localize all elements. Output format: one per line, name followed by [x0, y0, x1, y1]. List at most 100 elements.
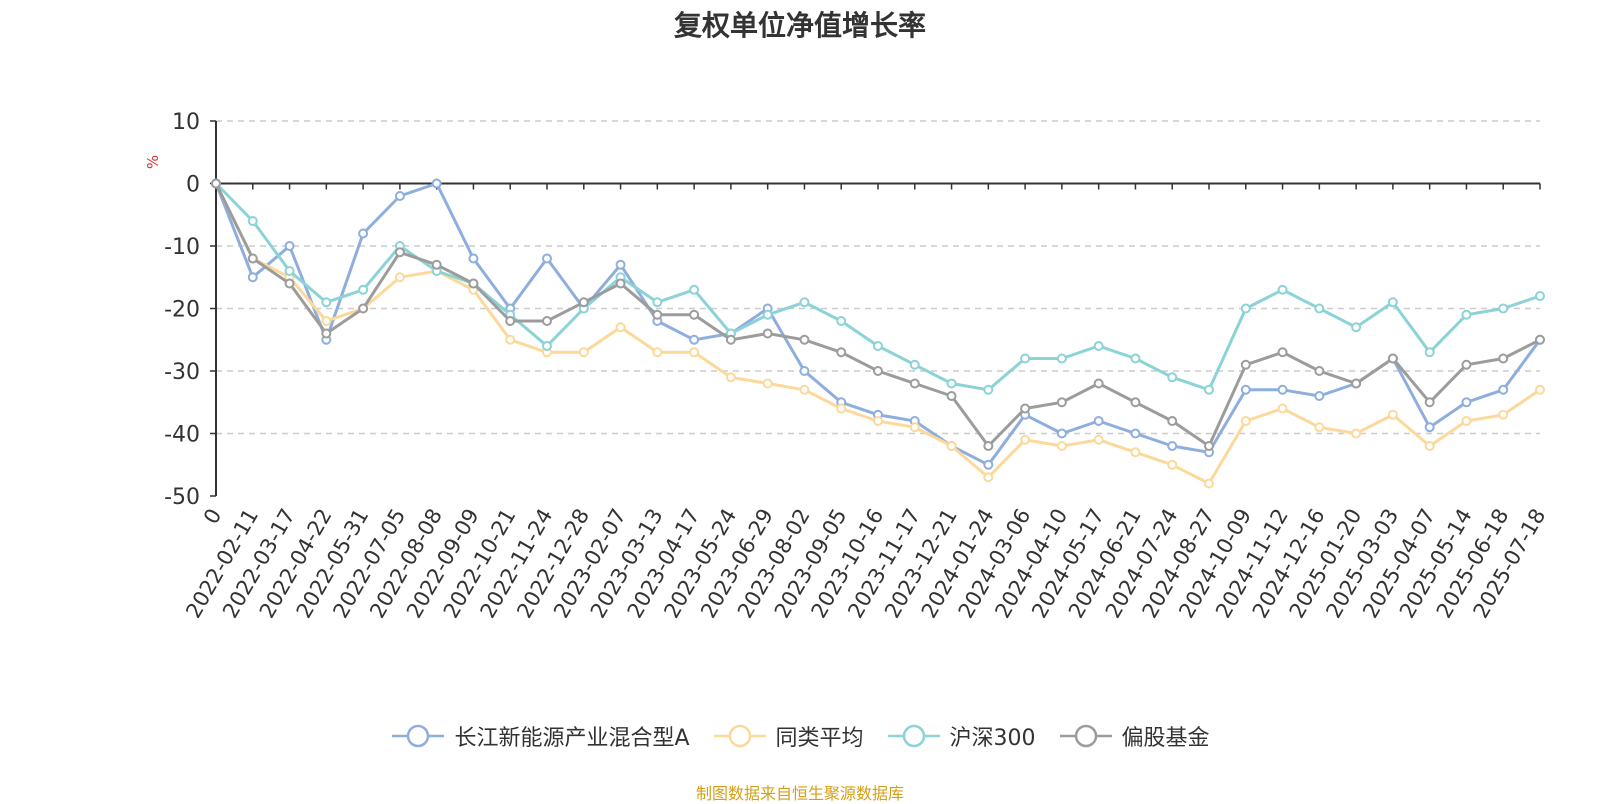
y-axis-unit-label: % — [144, 155, 162, 169]
legend-item[interactable]: 偏股基金 — [1058, 720, 1210, 752]
data-point — [836, 403, 847, 414]
data-point — [1020, 434, 1031, 445]
data-point — [909, 378, 920, 389]
data-point — [689, 334, 700, 345]
data-point — [762, 378, 773, 389]
data-point — [1314, 391, 1325, 401]
data-point — [799, 366, 810, 376]
data-point — [358, 228, 369, 239]
data-point — [1240, 359, 1251, 370]
data-point — [1314, 366, 1325, 376]
y-tick-label: -40 — [164, 423, 200, 448]
legend-item[interactable]: 长江新能源产业混合型A — [390, 720, 690, 752]
data-point — [1167, 416, 1178, 426]
legend-label: 同类平均 — [775, 726, 864, 751]
data-point — [909, 359, 920, 370]
data-point — [1498, 303, 1509, 314]
data-point — [873, 341, 883, 351]
data-point — [1461, 359, 1472, 370]
data-point — [1277, 284, 1288, 295]
legend-marker-icon — [713, 724, 766, 748]
data-point — [394, 272, 405, 283]
data-point — [615, 278, 626, 289]
legend-marker-icon — [1059, 724, 1112, 748]
data-point — [1351, 378, 1362, 389]
data-point — [542, 341, 552, 351]
data-point — [1535, 291, 1545, 301]
data-point — [505, 316, 516, 326]
legend-marker-icon — [392, 724, 445, 748]
data-point — [358, 303, 369, 314]
data-point — [1093, 378, 1104, 389]
series-line-3 — [214, 182, 1541, 448]
legend-label: 偏股基金 — [1121, 726, 1210, 751]
data-point — [1240, 416, 1251, 426]
data-point — [1240, 384, 1251, 395]
data-point — [1351, 322, 1362, 333]
data-point — [1020, 353, 1031, 364]
data-point — [247, 253, 258, 264]
data-point — [1498, 353, 1509, 364]
data-point — [689, 309, 700, 320]
data-point — [799, 334, 810, 345]
legend-item[interactable]: 沪深300 — [886, 720, 1036, 752]
data-point — [1535, 384, 1545, 395]
data-point — [1351, 428, 1362, 439]
data-point — [468, 278, 479, 289]
data-point — [1167, 441, 1178, 451]
data-point — [1277, 403, 1288, 414]
data-point — [1167, 372, 1178, 383]
data-point — [542, 316, 552, 326]
data-point — [946, 391, 957, 401]
data-point — [1461, 309, 1472, 320]
data-point — [1387, 409, 1398, 420]
data-point — [799, 384, 810, 395]
series-line-2 — [214, 182, 1541, 392]
data-point — [1093, 434, 1104, 445]
data-point — [836, 347, 847, 358]
data-point — [1204, 478, 1214, 489]
legend-item[interactable]: 同类平均 — [712, 720, 864, 752]
data-point — [799, 297, 810, 308]
data-point — [689, 284, 700, 295]
data-point — [284, 266, 295, 276]
data-point — [1167, 459, 1178, 470]
data-point — [1314, 303, 1325, 314]
data-point — [946, 378, 957, 389]
x-tick-label: 0 — [199, 505, 226, 529]
data-point — [1020, 403, 1031, 414]
data-point — [284, 241, 295, 251]
data-point — [1498, 384, 1509, 395]
y-tick-label: -10 — [164, 235, 200, 260]
data-point — [578, 347, 589, 358]
data-point — [1424, 441, 1435, 451]
data-point — [284, 278, 295, 289]
y-tick-label: 0 — [186, 173, 200, 198]
data-point — [1535, 334, 1545, 345]
y-tick-label: -30 — [164, 360, 200, 385]
data-point — [873, 416, 883, 426]
data-point — [652, 309, 663, 320]
data-point — [1130, 353, 1141, 364]
series-line-1 — [214, 182, 1541, 485]
y-tick-label: -50 — [164, 485, 200, 510]
data-point — [1387, 353, 1398, 364]
footer-source-note: 制图数据来自恒生聚源数据库 — [695, 784, 904, 803]
data-point — [1204, 441, 1214, 451]
data-point — [1387, 297, 1398, 308]
data-point — [1056, 397, 1067, 408]
data-point — [394, 191, 405, 201]
data-point — [431, 259, 442, 270]
data-point — [1424, 347, 1435, 358]
data-point — [394, 247, 405, 258]
data-point — [983, 441, 994, 451]
data-point — [946, 441, 957, 451]
data-point — [1314, 422, 1325, 433]
data-point — [1056, 441, 1067, 451]
axis-layer: 100-10-20-30-40-5002022-02-112022-03-172… — [164, 110, 1550, 622]
series-layer — [211, 178, 1545, 489]
grid-layer — [216, 120, 1540, 435]
data-point — [211, 178, 221, 189]
legend-label: 沪深300 — [949, 726, 1036, 751]
data-point — [1461, 397, 1472, 408]
